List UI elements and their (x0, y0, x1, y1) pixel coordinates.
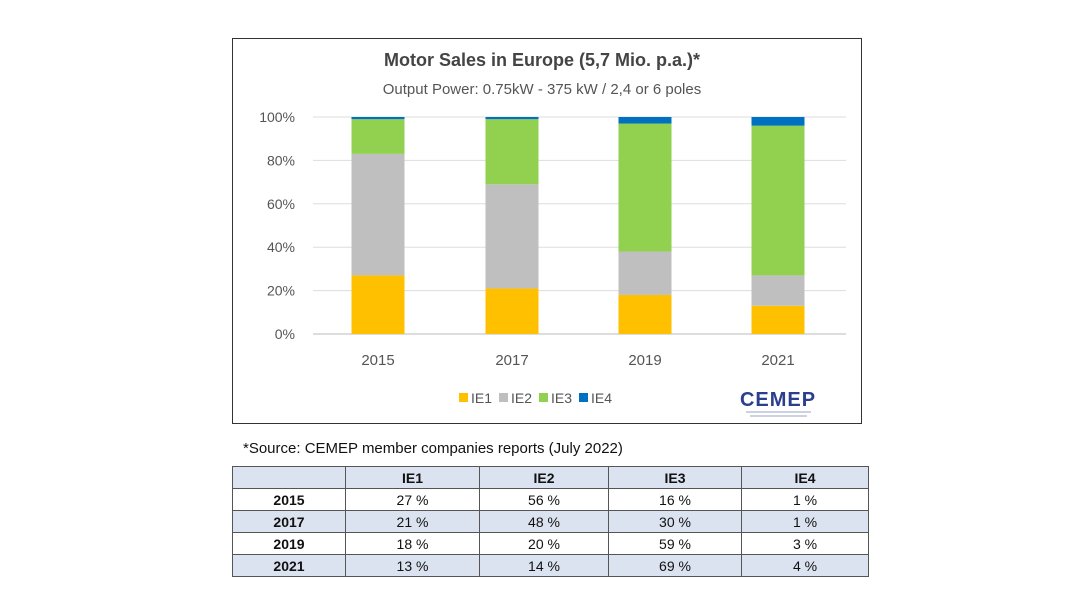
x-tick-label: 2015 (361, 352, 394, 369)
table-header-row: IE1 IE2 IE3 IE4 (232, 466, 869, 489)
table-cell: 59 % (608, 532, 742, 555)
table-cell: 4 % (741, 554, 869, 577)
table-cell: 2019 (232, 532, 346, 555)
legend-swatch-ie3 (539, 393, 548, 402)
legend-label: IE3 (551, 390, 572, 406)
chart-title: Motor Sales in Europe (5,7 Mio. p.a.)* (384, 50, 700, 70)
legend-label: IE2 (511, 390, 532, 406)
table-header: IE4 (741, 466, 869, 489)
table-cell: 27 % (345, 488, 480, 511)
bar-ie3-2019 (618, 123, 672, 252)
y-tick-label: 100% (259, 109, 295, 125)
bar-ie3-2015 (351, 119, 405, 154)
table-header: IE2 (479, 466, 609, 489)
table-header (232, 466, 346, 489)
x-tick-label: 2019 (628, 352, 661, 369)
table-row: 2019 18 % 20 % 59 % 3 % (232, 532, 869, 555)
bar-ie2-2015 (351, 153, 405, 276)
legend-swatch-ie2 (499, 393, 508, 402)
bar-ie2-2021 (751, 275, 805, 306)
table-row: 2015 27 % 56 % 16 % 1 % (232, 488, 869, 511)
legend-swatch-ie4 (579, 393, 588, 402)
legend-label: IE1 (471, 390, 492, 406)
y-tick-label: 60% (267, 196, 295, 212)
table-header: IE1 (345, 466, 480, 489)
chart-container: Motor Sales in Europe (5,7 Mio. p.a.)* O… (232, 38, 862, 424)
table-cell: 2017 (232, 510, 346, 533)
bar-ie1-2015 (351, 275, 405, 334)
table-cell: 48 % (479, 510, 609, 533)
table-cell: 1 % (741, 510, 869, 533)
y-tick-label: 40% (267, 239, 295, 255)
table-cell: 21 % (345, 510, 480, 533)
table-row: 2017 21 % 48 % 30 % 1 % (232, 510, 869, 533)
bar-ie2-2019 (618, 251, 672, 295)
y-tick-label: 20% (267, 283, 295, 299)
bar-ie1-2021 (751, 305, 805, 334)
table-row: 2021 13 % 14 % 69 % 4 % (232, 554, 869, 577)
bar-ie4-2019 (618, 117, 672, 124)
cemep-logo: CEMEP (740, 389, 816, 417)
chart-subtitle: Output Power: 0.75kW - 375 kW / 2,4 or 6… (383, 81, 701, 98)
legend-swatch-ie1 (459, 393, 468, 402)
table-cell: 20 % (479, 532, 609, 555)
bar-ie1-2017 (485, 288, 539, 334)
bar-ie4-2021 (751, 117, 805, 126)
source-note: *Source: CEMEP member companies reports … (243, 440, 623, 457)
data-table: IE1 IE2 IE3 IE4 2015 27 % 56 % 16 % 1 % 2017… (232, 466, 869, 577)
bar-ie1-2019 (618, 294, 672, 334)
bar-ie3-2017 (485, 119, 539, 185)
bar-ie4-2015 (351, 117, 405, 120)
x-tick-label: 2017 (495, 352, 528, 369)
table-cell: 18 % (345, 532, 480, 555)
table-cell: 2015 (232, 488, 346, 511)
stacked-bar-chart: Motor Sales in Europe (5,7 Mio. p.a.)* O… (259, 50, 846, 417)
table-cell: 30 % (608, 510, 742, 533)
svg-text:CEMEP: CEMEP (740, 389, 816, 411)
table-cell: 1 % (741, 488, 869, 511)
y-tick-label: 80% (267, 152, 295, 168)
table-cell: 16 % (608, 488, 742, 511)
bar-ie4-2017 (485, 117, 539, 120)
table-cell: 3 % (741, 532, 869, 555)
y-tick-label: 0% (275, 326, 295, 342)
table-cell: 69 % (608, 554, 742, 577)
bar-ie2-2017 (485, 184, 539, 289)
table-cell: 14 % (479, 554, 609, 577)
legend-label: IE4 (591, 390, 612, 406)
table-cell: 56 % (479, 488, 609, 511)
table-header: IE3 (608, 466, 742, 489)
bar-ie3-2021 (751, 125, 805, 276)
x-tick-label: 2021 (761, 352, 794, 369)
table-cell: 2021 (232, 554, 346, 577)
table-cell: 13 % (345, 554, 480, 577)
